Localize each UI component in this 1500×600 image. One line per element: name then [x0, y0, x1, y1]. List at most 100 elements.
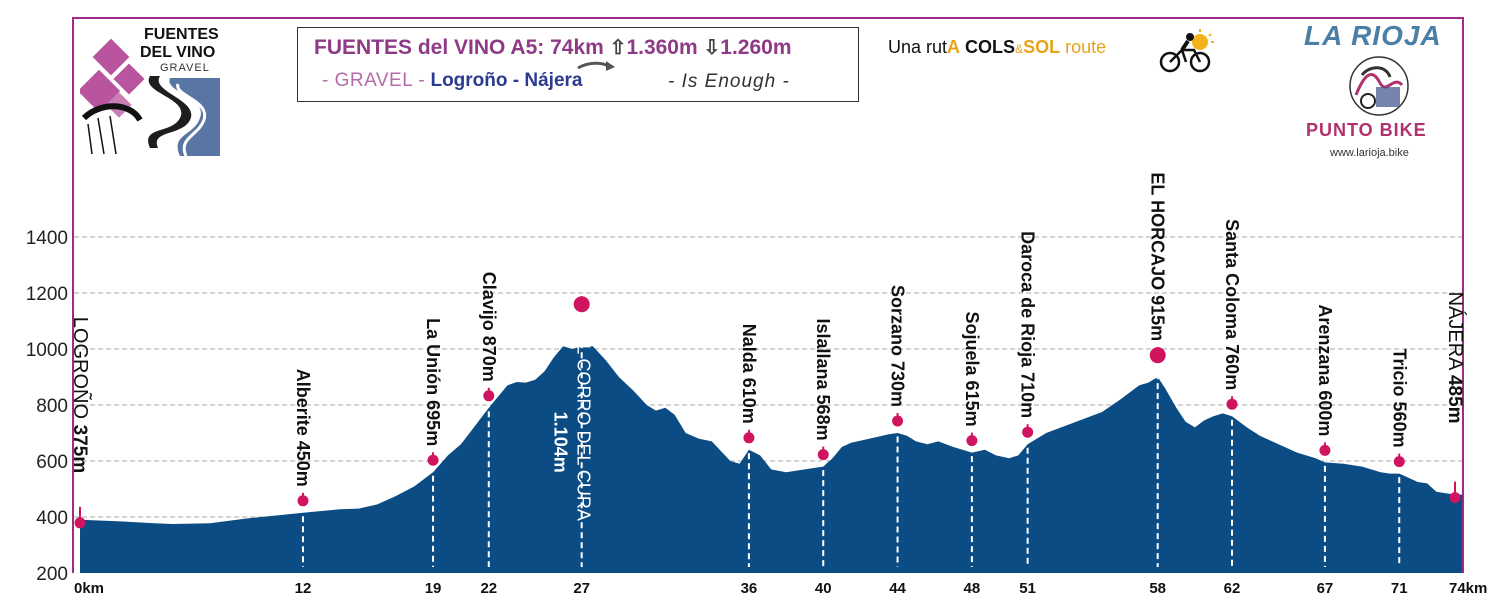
route-from: Logroño [430, 70, 508, 91]
ruta-prefix: Una rut [888, 37, 948, 57]
y-tick-1400: 1400 [26, 228, 68, 249]
waypoint-5: Nalda 610m [739, 324, 759, 567]
brand-cols: COLS [965, 37, 1016, 57]
arrow-right-icon [577, 61, 615, 71]
logo-line3: GRAVEL [160, 62, 210, 74]
waypoint-4: EL CORRO DEL CURA1.104m [551, 296, 594, 567]
waypoint-label: Nalda 610m [739, 324, 759, 424]
brand-amp: & [1015, 42, 1024, 56]
x-tick-71: 71 [1391, 580, 1408, 597]
waypoint-marker [1022, 426, 1034, 438]
y-tick-800: 800 [36, 396, 68, 417]
logo-line2: DEL VINO [140, 44, 216, 61]
cols-sol-brand: Una rutA COLS&SOL route [888, 37, 1106, 58]
arrow-up-icon: ⇧ [609, 37, 627, 59]
waypoint-label: La Unión 695m [423, 318, 443, 446]
waypoint-9: Daroca de Rioja 710m [1018, 231, 1038, 567]
waypoint-marker [1449, 492, 1461, 504]
x-tick-36: 36 [741, 580, 758, 597]
waypoint-7: Sorzano 730m [888, 285, 908, 567]
waypoint-marker [427, 454, 439, 466]
waypoint-12: Arenzana 600m [1315, 304, 1335, 567]
x-tick-0: 0km [74, 580, 104, 597]
waypoint-marker [1393, 456, 1405, 468]
ruta-a: A [947, 37, 961, 57]
waypoint-2: La Unión 695m [423, 318, 443, 567]
brand-route: route [1065, 37, 1107, 57]
waypoint-1: Alberite 450m [293, 369, 313, 567]
waypoint-label: Sorzano 730m [888, 285, 908, 407]
waypoint-marker [817, 449, 829, 461]
punto-bike-logo [1349, 56, 1409, 116]
x-tick-12: 12 [295, 580, 312, 597]
route-summary: FUENTES del VINO A5: 74km ⇧1.360m ⇩1.260… [314, 35, 792, 60]
waypoint-0: LOGROÑO 375m [69, 317, 93, 529]
waypoint-label: Arenzana 600m [1315, 304, 1335, 436]
waypoint-label: Santa Coloma 760m [1222, 219, 1242, 390]
region-label: LA RIOJA [1304, 20, 1442, 51]
x-tick-27: 27 [573, 580, 590, 597]
route-title-box: FUENTES del VINO A5: 74km ⇧1.360m ⇩1.260… [297, 27, 859, 102]
logo-line1: FUENTES [144, 26, 219, 43]
website: www.larioja.bike [1330, 147, 1409, 159]
waypoint-10: EL HORCAJO 915m [1148, 172, 1168, 567]
route-descent: 1.260m [720, 36, 792, 59]
route-ascent: 1.360m [626, 36, 698, 59]
x-tick-74: 74km [1449, 580, 1487, 597]
waypoint-marker [483, 390, 495, 402]
waypoint-marker [1226, 398, 1238, 410]
waypoint-marker [892, 415, 904, 427]
waypoint-marker [1319, 444, 1331, 456]
route-separator: - [512, 70, 520, 91]
y-tick-1000: 1000 [26, 340, 68, 361]
waypoint-6: Islallana 568m [813, 319, 833, 567]
x-tick-51: 51 [1019, 580, 1036, 597]
waypoint-marker [743, 432, 755, 444]
y-tick-200: 200 [36, 564, 68, 585]
waypoint-11: Santa Coloma 760m [1222, 219, 1242, 567]
waypoint-label: Alberite 450m [293, 369, 313, 487]
x-tick-22: 22 [480, 580, 497, 597]
arrow-down-icon: ⇩ [703, 37, 721, 59]
x-tick-40: 40 [815, 580, 832, 597]
fuentes-del-vino-logo [80, 38, 220, 157]
y-tick-1200: 1200 [26, 284, 68, 305]
waypoint-marker [297, 495, 309, 507]
waypoint-label: LOGROÑO 375m [69, 317, 93, 473]
x-tick-labels: 0km 12 19 22 27 36 40 44 48 51 58 62 67 71 74km [74, 580, 1487, 597]
waypoint-label: EL HORCAJO 915m [1148, 172, 1168, 341]
waypoint-marker [74, 517, 86, 529]
y-tick-600: 600 [36, 452, 68, 473]
waypoint-label: NÁJERA 485m [1444, 292, 1467, 424]
x-tick-62: 62 [1224, 580, 1241, 597]
route-to: Nájera [524, 70, 583, 91]
waypoints: LOGROÑO 375m Alberite 450m La Unión 695m Cl… [69, 172, 1467, 567]
waypoint-label: Clavijo 870m [479, 272, 499, 382]
waypoint-13: Tricio 560m [1389, 349, 1409, 567]
waypoint-marker [966, 435, 978, 447]
waypoint-marker [1149, 347, 1166, 364]
x-tick-67: 67 [1317, 580, 1334, 597]
gravel-label: - GRAVEL - [322, 70, 426, 91]
waypoint-label: Islallana 568m [813, 319, 833, 441]
x-tick-44: 44 [889, 580, 906, 597]
waypoint-label: Tricio 560m [1389, 349, 1409, 448]
waypoint-8: Sojuela 615m [962, 312, 982, 567]
elevation-profile [80, 346, 1462, 573]
y-tick-400: 400 [36, 508, 68, 529]
y-tick-labels: 200 400 600 800 1000 1200 1400 [26, 228, 68, 585]
cyclist-sun-icon [1159, 29, 1214, 73]
route-distance: 74km [550, 36, 604, 59]
slogan: - Is Enough - [668, 71, 790, 92]
waypoint-label: Daroca de Rioja 710m [1018, 231, 1038, 418]
waypoint-3: Clavijo 870m [479, 272, 499, 567]
shop-name: PUNTO BIKE [1306, 120, 1427, 140]
route-name: FUENTES del VINO A5: [314, 36, 545, 59]
x-tick-48: 48 [964, 580, 981, 597]
route-subtitle: - GRAVEL - Logroño - Nájera [322, 70, 583, 92]
x-tick-19: 19 [425, 580, 442, 597]
waypoint-label: Sojuela 615m [962, 312, 982, 427]
brand-sol: SOL [1023, 37, 1061, 57]
x-tick-58: 58 [1149, 580, 1166, 597]
chart-frame [72, 17, 1464, 573]
